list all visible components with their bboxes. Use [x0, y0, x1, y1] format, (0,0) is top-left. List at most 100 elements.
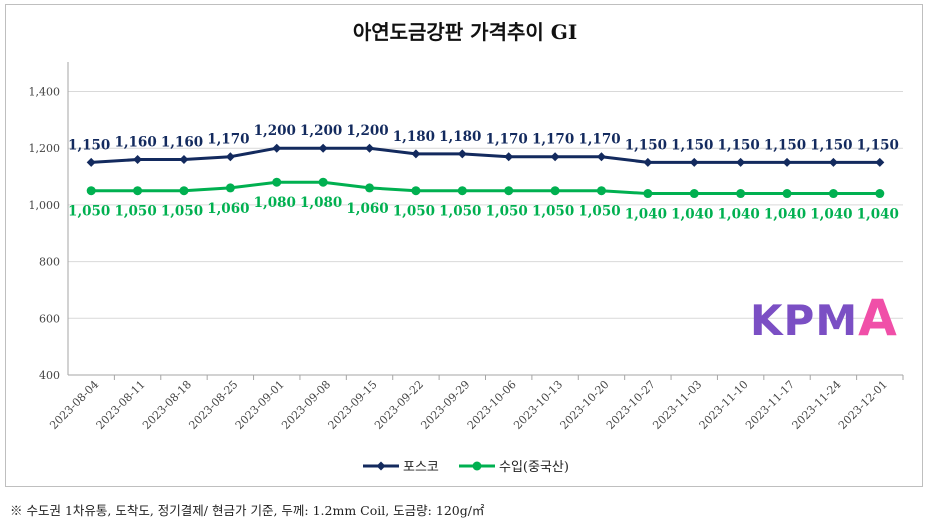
data-point [225, 183, 235, 193]
data-label: 1,060 [207, 201, 249, 217]
data-label: 1,160 [114, 135, 156, 151]
data-label: 1,150 [68, 137, 110, 153]
data-point [504, 186, 514, 196]
chart-frame: 아연도금강판 가격추이 GI 400 600 800 1,000 1,200 1,400 20… [5, 4, 923, 487]
data-label: 1,040 [625, 207, 667, 223]
data-label: 1,080 [254, 195, 296, 211]
data-label: 1,050 [114, 204, 156, 220]
data-label: 1,200 [346, 123, 388, 139]
data-point [365, 143, 375, 153]
data-label: 1,200 [300, 123, 342, 139]
data-point [643, 189, 653, 199]
data-label: 1,050 [393, 204, 435, 220]
x-tick-label: 2023-10-20 [558, 378, 612, 432]
data-label: 1,200 [254, 123, 296, 139]
data-label: 1,150 [625, 137, 667, 153]
chart-title: 아연도금강판 가격추이 GI [353, 20, 577, 44]
data-point [875, 189, 885, 199]
data-label: 1,040 [764, 207, 806, 223]
data-label: 1,040 [717, 207, 759, 223]
data-point [782, 189, 792, 199]
data-point [550, 186, 560, 196]
x-tick-label: 2023-10-13 [511, 378, 565, 432]
legend-label: 수입(중국산) [499, 460, 569, 475]
x-tick-label: 2023-08-11 [94, 378, 148, 432]
data-label: 1,170 [578, 132, 620, 148]
data-label: 1,080 [300, 195, 342, 211]
legend-marker [376, 461, 386, 471]
data-label: 1,150 [717, 137, 759, 153]
data-label: 1,050 [578, 204, 620, 220]
data-point [504, 152, 514, 162]
data-point [689, 157, 699, 167]
data-point [550, 152, 560, 162]
data-point [225, 152, 235, 162]
data-label: 1,050 [161, 204, 203, 220]
data-point [365, 183, 375, 193]
data-point [133, 155, 143, 165]
x-tick-label: 2023-08-25 [186, 378, 240, 432]
data-point [736, 157, 746, 167]
data-point [457, 149, 467, 159]
data-point [411, 186, 421, 196]
x-tick-label: 2023-10-27 [604, 378, 658, 432]
data-point [179, 186, 189, 196]
data-label: 1,170 [486, 132, 528, 148]
data-point [596, 186, 606, 196]
legend-label: 포스코 [403, 460, 439, 475]
data-label: 1,060 [346, 201, 388, 217]
data-point [643, 157, 653, 167]
series-line [91, 180, 880, 196]
data-label: 1,050 [486, 204, 528, 220]
data-label: 1,040 [857, 207, 899, 223]
footnote: ※ 수도권 1차유통, 도착도, 정기결제/ 현금가 기준, 두께: 1.2mm… [10, 503, 485, 518]
data-point [272, 143, 282, 153]
data-label: 1,050 [439, 204, 481, 220]
data-point [318, 143, 328, 153]
data-point [828, 157, 838, 167]
x-tick-label: 2023-11-17 [743, 378, 797, 432]
data-point [86, 157, 96, 167]
data-point [457, 186, 467, 196]
y-tick-label: 800 [39, 256, 60, 269]
data-point [179, 155, 189, 165]
data-label: 1,150 [764, 137, 806, 153]
data-label: 1,050 [68, 204, 110, 220]
x-tick-label: 2023-11-03 [650, 378, 704, 432]
x-tick-label: 2023-09-15 [326, 378, 380, 432]
x-tick-label: 2023-09-22 [372, 378, 426, 432]
x-tick-label: 2023-10-06 [465, 378, 519, 432]
data-label: 1,040 [810, 207, 852, 223]
x-tick-label: 2023-09-01 [233, 378, 287, 432]
x-tick-label: 2023-12-01 [836, 378, 890, 432]
data-point [782, 157, 792, 167]
y-tick-label: 600 [39, 312, 60, 325]
data-point [875, 157, 885, 167]
data-label: 1,160 [161, 135, 203, 151]
y-tick-label: 1,000 [29, 199, 61, 212]
x-tick-label: 2023-08-18 [140, 378, 194, 432]
x-tick-label: 2023-11-24 [789, 378, 843, 432]
data-label: 1,180 [439, 129, 481, 145]
chart-svg: 아연도금강판 가격추이 GI 400 600 800 1,000 1,200 1,400 20… [29, 20, 904, 475]
legend-marker [472, 461, 482, 471]
data-label: 1,180 [393, 129, 435, 145]
x-tick-label: 2023-09-08 [279, 378, 333, 432]
data-point [828, 189, 838, 199]
data-point [133, 186, 143, 196]
data-point [736, 189, 746, 199]
x-tick-label: 2023-11-10 [697, 378, 751, 432]
data-point [689, 189, 699, 199]
y-tick-label: 400 [39, 369, 60, 382]
y-tick-label: 1,400 [29, 86, 61, 99]
data-point [596, 152, 606, 162]
data-label: 1,150 [671, 137, 713, 153]
data-label: 1,150 [857, 137, 899, 153]
data-point [411, 149, 421, 159]
data-label: 1,050 [532, 204, 574, 220]
series-line [91, 146, 880, 164]
kpma-logo: KPMA [750, 289, 898, 347]
data-label: 1,150 [810, 137, 852, 153]
x-tick-label: 2023-08-04 [47, 378, 101, 432]
data-label: 1,170 [532, 132, 574, 148]
